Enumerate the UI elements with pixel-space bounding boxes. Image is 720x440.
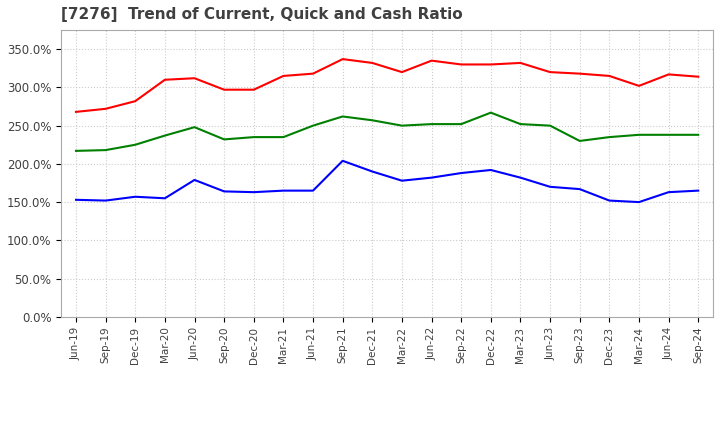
Quick Ratio (665, 132, 673, 137)
Quick Ratio (694, 132, 703, 137)
Cash Ratio (516, 175, 525, 180)
Current Ratio (131, 99, 140, 104)
Cash Ratio (427, 175, 436, 180)
Cash Ratio (249, 190, 258, 195)
Cash Ratio (397, 178, 406, 183)
Quick Ratio (605, 135, 613, 140)
Quick Ratio (487, 110, 495, 115)
Quick Ratio (72, 148, 81, 154)
Quick Ratio (190, 125, 199, 130)
Current Ratio (220, 87, 228, 92)
Quick Ratio (397, 123, 406, 128)
Current Ratio (457, 62, 466, 67)
Cash Ratio (694, 188, 703, 193)
Current Ratio (72, 109, 81, 114)
Line: Current Ratio: Current Ratio (76, 59, 698, 112)
Quick Ratio (102, 147, 110, 153)
Quick Ratio (516, 121, 525, 127)
Current Ratio (368, 60, 377, 66)
Current Ratio (575, 71, 584, 76)
Current Ratio (634, 83, 643, 88)
Text: [7276]  Trend of Current, Quick and Cash Ratio: [7276] Trend of Current, Quick and Cash … (61, 7, 463, 22)
Quick Ratio (131, 142, 140, 147)
Quick Ratio (220, 137, 228, 142)
Current Ratio (397, 70, 406, 75)
Cash Ratio (309, 188, 318, 193)
Current Ratio (279, 73, 288, 79)
Current Ratio (516, 60, 525, 66)
Cash Ratio (487, 167, 495, 172)
Current Ratio (546, 70, 554, 75)
Cash Ratio (338, 158, 347, 163)
Quick Ratio (575, 138, 584, 143)
Cash Ratio (161, 196, 169, 201)
Current Ratio (102, 106, 110, 111)
Current Ratio (190, 76, 199, 81)
Quick Ratio (427, 121, 436, 127)
Line: Cash Ratio: Cash Ratio (76, 161, 698, 202)
Current Ratio (487, 62, 495, 67)
Quick Ratio (338, 114, 347, 119)
Current Ratio (605, 73, 613, 79)
Quick Ratio (249, 135, 258, 140)
Quick Ratio (309, 123, 318, 128)
Cash Ratio (368, 169, 377, 174)
Cash Ratio (665, 190, 673, 195)
Cash Ratio (605, 198, 613, 203)
Current Ratio (161, 77, 169, 82)
Current Ratio (665, 72, 673, 77)
Current Ratio (309, 71, 318, 76)
Quick Ratio (161, 133, 169, 138)
Cash Ratio (131, 194, 140, 199)
Quick Ratio (634, 132, 643, 137)
Cash Ratio (220, 189, 228, 194)
Quick Ratio (279, 135, 288, 140)
Current Ratio (249, 87, 258, 92)
Cash Ratio (102, 198, 110, 203)
Cash Ratio (457, 170, 466, 176)
Cash Ratio (546, 184, 554, 190)
Cash Ratio (279, 188, 288, 193)
Cash Ratio (190, 177, 199, 183)
Current Ratio (427, 58, 436, 63)
Cash Ratio (634, 199, 643, 205)
Current Ratio (694, 74, 703, 79)
Cash Ratio (575, 187, 584, 192)
Quick Ratio (546, 123, 554, 128)
Quick Ratio (368, 117, 377, 123)
Quick Ratio (457, 121, 466, 127)
Cash Ratio (72, 197, 81, 202)
Current Ratio (338, 56, 347, 62)
Line: Quick Ratio: Quick Ratio (76, 113, 698, 151)
